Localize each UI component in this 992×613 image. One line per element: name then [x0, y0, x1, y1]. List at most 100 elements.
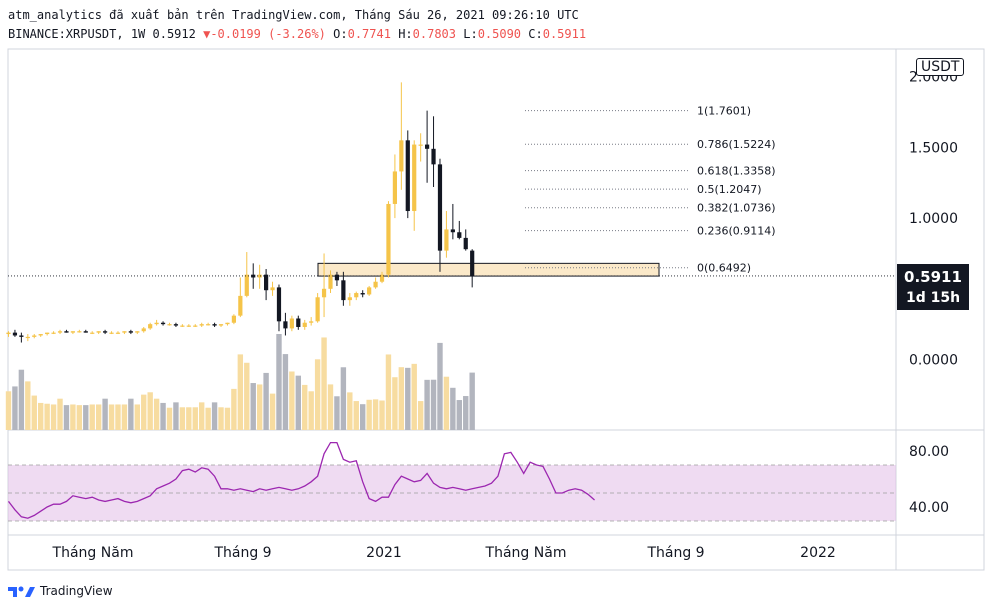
candle-body: [218, 324, 224, 326]
candle: [257, 264, 262, 289]
volume-bar: [12, 386, 18, 430]
candle-body: [347, 297, 352, 301]
volume-bar: [443, 376, 450, 430]
volume-bar: [5, 391, 12, 430]
candle-body: [128, 331, 133, 333]
candle-body: [437, 164, 443, 251]
volume-bar: [186, 407, 192, 430]
candle-body: [141, 328, 146, 332]
fib-label: 0.236(0.9114): [697, 225, 776, 238]
candle-body: [392, 171, 397, 204]
candle-body: [264, 274, 269, 291]
volume-bar: [366, 399, 372, 430]
candle: [115, 331, 121, 335]
candle-body: [367, 287, 372, 295]
candle-body: [257, 274, 262, 278]
candle-body: [122, 331, 127, 333]
fib-label: 0.382(1.0736): [697, 202, 776, 215]
candle-body: [270, 287, 275, 291]
candle: [309, 317, 314, 326]
candle: [218, 324, 224, 327]
volume-bar: [179, 407, 186, 430]
volume-bar: [334, 396, 340, 430]
volume-bar: [121, 404, 128, 430]
candle: [180, 324, 185, 327]
candle-body: [399, 140, 404, 172]
candle-body: [193, 325, 198, 327]
candle-body: [25, 336, 30, 339]
zone-layer: [317, 262, 660, 277]
volume-bar: [405, 367, 411, 430]
candle: [270, 281, 275, 296]
candle: [103, 329, 108, 335]
volume-bar: [128, 398, 134, 430]
volume-bar: [25, 381, 31, 430]
volume-bar: [289, 371, 295, 430]
volume-bar: [205, 407, 211, 430]
candle: [83, 329, 88, 333]
candle-body: [12, 332, 18, 336]
volume-bar: [456, 400, 462, 430]
candle: [231, 314, 236, 325]
volume-bar: [411, 363, 417, 430]
candle: [334, 271, 340, 286]
price-tick-label: 1.0000: [909, 211, 958, 227]
fib-label: 0.5(1.2047): [697, 183, 762, 196]
volume-bar: [57, 398, 63, 430]
chart-border: [7, 48, 985, 571]
volume-bar: [83, 405, 89, 430]
change-value: -0.0199 (-3.26%): [210, 27, 326, 41]
candle-body: [244, 274, 249, 296]
candle-body: [379, 274, 385, 282]
last-price-tag: 0.5911 1d 15h: [897, 264, 969, 310]
volume-bar: [89, 404, 95, 430]
symbol-label[interactable]: BINANCE:XRPUSDT, 1W 0.5912: [8, 27, 196, 41]
time-tick-label: Tháng Năm: [485, 545, 567, 561]
candle-body: [45, 332, 50, 335]
time-tick-label: Tháng 9: [646, 545, 704, 561]
candle-body: [173, 324, 179, 326]
candle-body: [315, 297, 320, 322]
candle: [96, 331, 101, 335]
candle-body: [32, 335, 37, 337]
candle-body: [463, 237, 468, 250]
high-value: 0.7803: [412, 27, 456, 41]
volume-bar: [463, 396, 469, 430]
volume-bar: [231, 388, 237, 430]
candle-body: [6, 332, 11, 335]
candle: [148, 322, 153, 330]
volume-bar: [63, 405, 70, 430]
candle-body: [405, 140, 410, 212]
candle-body: [418, 144, 423, 146]
candle-body: [154, 322, 159, 325]
currency-badge[interactable]: USDT: [916, 58, 965, 76]
candle: [109, 331, 114, 335]
candle: [457, 220, 462, 240]
candle-body: [276, 287, 282, 322]
candle-body: [77, 331, 82, 333]
candle: [193, 324, 198, 327]
candle: [431, 116, 436, 187]
volume-bar: [134, 404, 140, 430]
candle: [328, 270, 333, 294]
volume-bar: [18, 369, 25, 430]
volume-bar: [244, 362, 250, 430]
tradingview-branding[interactable]: TradingView: [8, 584, 113, 598]
volume-bar: [321, 337, 327, 430]
axis-layer: 2.00001.50001.00000.000080.0040.00Tháng …: [8, 70, 958, 561]
candle: [6, 331, 11, 337]
candle: [418, 133, 423, 162]
candle: [251, 263, 256, 289]
volume-bar: [263, 372, 269, 430]
fib-label: 0(0.6492): [697, 262, 751, 275]
ohlc-legend: BINANCE:XRPUSDT, 1W 0.5912 ▼-0.0199 (-3.…: [8, 27, 586, 41]
candle-body: [212, 324, 217, 326]
close-label: C:: [528, 27, 543, 41]
candle-body: [103, 331, 108, 333]
candle-body: [186, 325, 191, 327]
volume-layer: [5, 334, 475, 430]
candle-body: [64, 331, 69, 333]
publish-line: atm_analytics đã xuất bản trên TradingVi…: [8, 8, 579, 22]
high-label: H:: [398, 27, 413, 41]
